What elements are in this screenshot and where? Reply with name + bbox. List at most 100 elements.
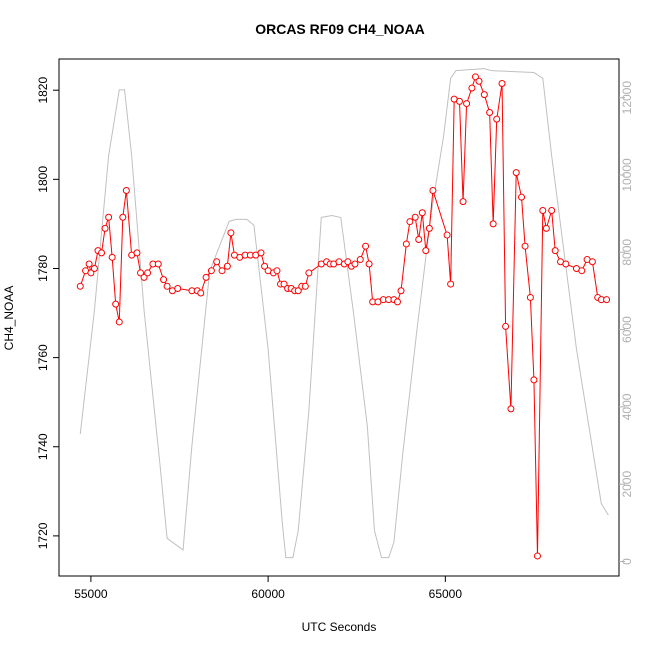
ch4-point xyxy=(562,260,570,268)
ch4-point xyxy=(356,256,364,264)
ch4-point xyxy=(261,262,269,270)
ch4-point xyxy=(101,224,109,232)
ch4-point xyxy=(468,84,476,92)
y2-tick-label: 10000 xyxy=(620,158,634,192)
ch4-point xyxy=(463,100,471,108)
ch4-point xyxy=(218,267,226,275)
ch4-point xyxy=(480,91,488,99)
ch4-point xyxy=(87,269,95,277)
ch4-point xyxy=(163,282,171,290)
ch4-point xyxy=(137,269,145,277)
ch4-point xyxy=(548,207,556,215)
ch4-point xyxy=(90,264,98,272)
ch4-point xyxy=(197,289,205,297)
y-tick-label: 1800 xyxy=(36,166,50,193)
x-axis-label: UTC Seconds xyxy=(302,620,377,634)
y-tick-label: 1820 xyxy=(36,77,50,104)
ch4-point xyxy=(202,273,210,281)
ch4-point xyxy=(533,552,541,560)
y2-tick-label: 4000 xyxy=(620,393,634,420)
ch4-point xyxy=(486,108,494,116)
ch4-point xyxy=(207,267,215,275)
ch4-point xyxy=(344,258,352,266)
ch4-point xyxy=(85,260,93,268)
ch4-point xyxy=(160,276,168,284)
ch4-point xyxy=(475,77,483,85)
x-tick-label: 65000 xyxy=(429,587,463,601)
y-axis-label: CH4_NOAA xyxy=(2,286,16,351)
ch4-point xyxy=(493,115,501,123)
x-axis: 55000 60000 65000 xyxy=(74,576,462,601)
altitude-line xyxy=(79,68,609,559)
ch4-point xyxy=(223,262,231,270)
y-tick-label: 1760 xyxy=(36,344,50,371)
ch4-point xyxy=(415,236,423,244)
y2-axis: 0 2000 4000 6000 8000 10000 12000 xyxy=(619,81,634,565)
ch4-point xyxy=(112,300,120,308)
ch4-point xyxy=(471,73,479,81)
ch4-point xyxy=(425,224,433,232)
ch4-point xyxy=(422,247,430,255)
ch4-point xyxy=(418,209,426,217)
y-tick-label: 1740 xyxy=(36,433,50,460)
ch4-line xyxy=(79,75,607,556)
ch4-point xyxy=(498,80,506,88)
ch4-point xyxy=(489,220,497,228)
ch4-point xyxy=(140,273,148,281)
y2-tick-label: 6000 xyxy=(620,316,634,343)
ch4-point xyxy=(603,296,611,304)
ch4-point xyxy=(294,287,302,295)
ch4-point xyxy=(362,242,370,250)
ch4-point xyxy=(406,218,414,226)
ch4-point xyxy=(443,231,451,239)
ch4-point xyxy=(393,298,401,306)
plot-frame xyxy=(58,58,620,577)
ch4-point xyxy=(174,285,182,293)
x-tick-label: 60000 xyxy=(251,587,285,601)
ch4-point xyxy=(154,260,162,268)
ch4-point xyxy=(447,280,455,288)
ch4-point xyxy=(512,169,520,177)
x-tick-label: 55000 xyxy=(74,587,108,601)
ch4-point xyxy=(397,287,405,295)
ch4-point xyxy=(507,405,515,413)
ch4-series xyxy=(76,73,611,560)
ch4-point xyxy=(305,269,313,277)
ch4-point xyxy=(539,207,547,215)
ch4-point xyxy=(530,376,538,384)
ch4-point xyxy=(518,193,526,201)
ch4-point xyxy=(273,267,281,275)
ch4-point xyxy=(115,318,123,326)
ch4-point xyxy=(521,242,529,250)
ch4-point xyxy=(578,267,586,275)
ch4-point xyxy=(365,260,373,268)
ch4-point xyxy=(108,253,116,261)
ch4-point xyxy=(213,258,221,266)
ch4-point xyxy=(105,213,113,221)
y-tick-label: 1720 xyxy=(36,522,50,549)
y2-tick-label: 0 xyxy=(620,558,634,565)
y-axis: 1720 1740 1760 1780 1800 1820 xyxy=(36,77,59,549)
altitude-series xyxy=(79,68,609,559)
ch4-point xyxy=(133,249,141,257)
ch4-point xyxy=(301,282,309,290)
ch4-point xyxy=(429,186,437,194)
ch4-point xyxy=(526,293,534,301)
ch4-point xyxy=(542,224,550,232)
ch4-point xyxy=(119,213,127,221)
ch4-point xyxy=(459,198,467,206)
ch4-point xyxy=(122,186,130,194)
ch4-point xyxy=(551,247,559,255)
ch4-point xyxy=(76,282,84,290)
ch4-point xyxy=(280,280,288,288)
y-tick-label: 1780 xyxy=(36,255,50,282)
ch4-point xyxy=(411,213,419,221)
ch4-point xyxy=(402,240,410,248)
y2-tick-label: 8000 xyxy=(620,239,634,266)
ch4-point xyxy=(257,249,265,257)
ch4-point xyxy=(588,258,596,266)
ch4-point xyxy=(456,97,464,105)
y2-tick-label: 2000 xyxy=(620,471,634,498)
ch4-point xyxy=(98,249,106,257)
